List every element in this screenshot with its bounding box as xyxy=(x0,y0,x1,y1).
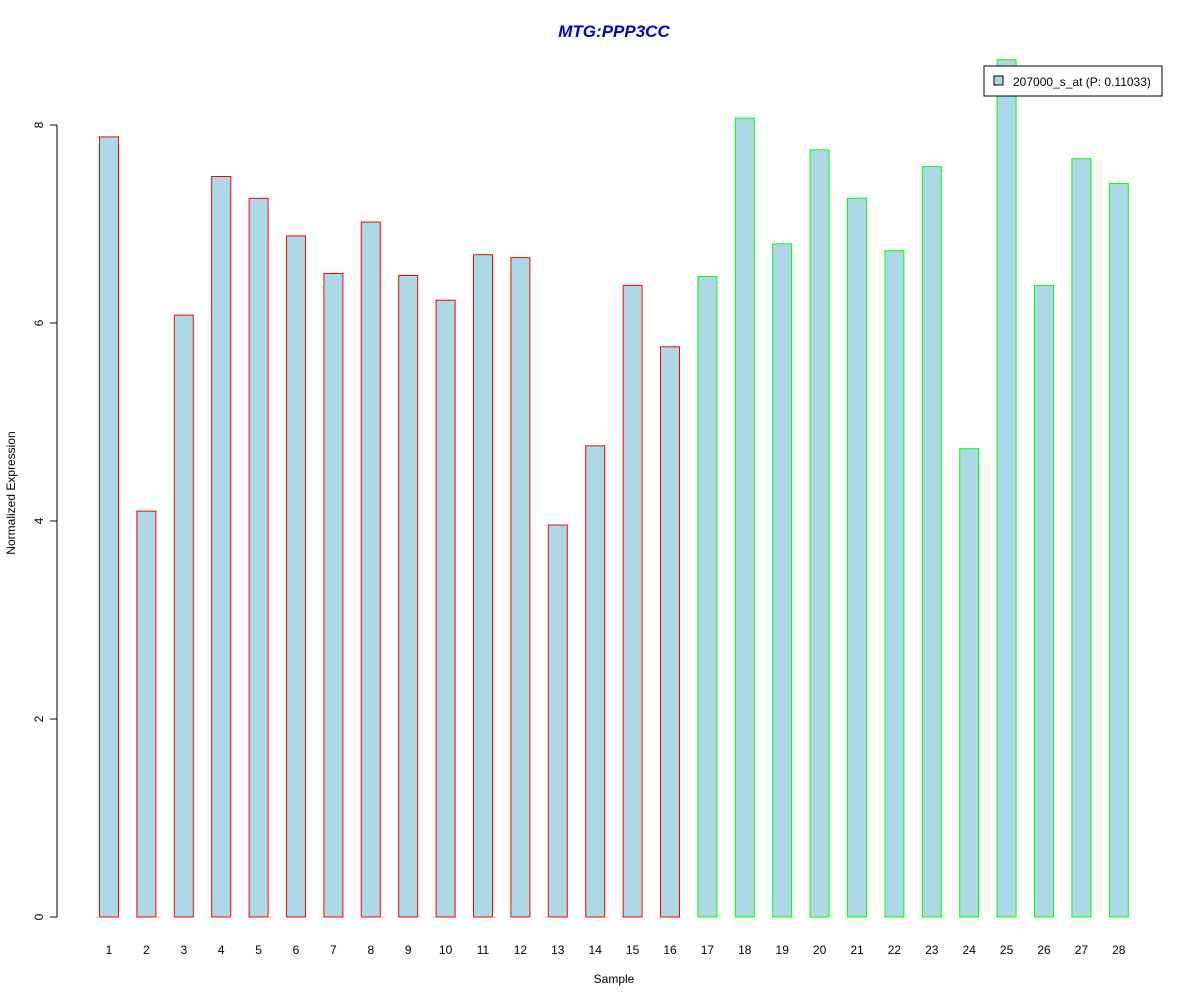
x-tick-label: 12 xyxy=(514,943,528,957)
bar xyxy=(622,284,643,918)
bar xyxy=(286,235,306,918)
x-tick-label: 17 xyxy=(701,943,715,957)
x-tick-label: 10 xyxy=(439,943,453,957)
legend-label: 207000_s_at (P: 0.11033) xyxy=(1013,75,1151,89)
y-tick-label: 4 xyxy=(32,517,46,524)
bar xyxy=(1034,284,1054,918)
bars-group xyxy=(99,59,1129,918)
x-tick-label: 9 xyxy=(405,943,412,957)
bar xyxy=(1108,182,1129,918)
y-axis: 0 2 4 6 8 xyxy=(32,121,58,920)
bar xyxy=(884,250,905,918)
bar xyxy=(585,445,606,918)
legend: 207000_s_at (P: 0.11033) xyxy=(983,65,1163,97)
x-tick-label: 7 xyxy=(330,943,337,957)
bar xyxy=(847,197,867,918)
bar xyxy=(248,197,269,918)
x-tick-label: 22 xyxy=(888,943,902,957)
x-tick-label: 20 xyxy=(813,943,827,957)
bar xyxy=(996,59,1017,918)
x-tick-label: 11 xyxy=(477,943,490,957)
x-tick-labels: 1 2 3 4 5 6 7 8 9 10 11 12 13 14 15 16 17 18 19 20 21 22 23 24 2… xyxy=(106,943,1126,957)
x-tick-label: 26 xyxy=(1037,943,1051,957)
x-tick-label: 1 xyxy=(106,943,113,957)
x-tick-label: 13 xyxy=(551,943,565,957)
chart-title: MTG:PPP3CC xyxy=(558,22,670,41)
x-tick-label: 4 xyxy=(218,943,225,957)
x-tick-label: 8 xyxy=(367,943,374,957)
bar xyxy=(473,254,493,918)
x-tick-label: 14 xyxy=(589,943,603,957)
x-tick-label: 2 xyxy=(143,943,150,957)
bar xyxy=(136,510,157,918)
legend-box xyxy=(983,65,1163,97)
bar xyxy=(510,257,531,918)
x-tick-label: 3 xyxy=(180,943,187,957)
x-tick-label: 19 xyxy=(776,943,790,957)
x-tick-label: 18 xyxy=(738,943,752,957)
bar xyxy=(697,276,718,918)
bar xyxy=(660,346,680,918)
bar xyxy=(173,314,194,918)
bar xyxy=(772,243,793,918)
bar xyxy=(360,221,381,918)
bar xyxy=(398,275,419,918)
bar xyxy=(809,149,830,918)
y-tick-label: 6 xyxy=(32,319,46,326)
x-tick-label: 28 xyxy=(1112,943,1126,957)
bar xyxy=(1071,158,1092,918)
y-tick-label: 0 xyxy=(32,913,46,920)
x-tick-label: 5 xyxy=(255,943,262,957)
y-tick-label: 8 xyxy=(32,121,46,128)
legend-swatch xyxy=(993,75,1004,86)
x-tick-label: 27 xyxy=(1075,943,1089,957)
x-tick-label: 23 xyxy=(925,943,939,957)
bar xyxy=(435,299,456,918)
bar xyxy=(959,448,980,918)
x-tick-label: 25 xyxy=(1000,943,1014,957)
x-tick-label: 6 xyxy=(293,943,300,957)
bar xyxy=(211,176,232,918)
bar xyxy=(547,524,568,918)
bar xyxy=(921,166,942,918)
bar xyxy=(323,273,344,918)
x-tick-label: 21 xyxy=(850,943,864,957)
bar xyxy=(734,117,755,918)
x-tick-label: 16 xyxy=(663,943,677,957)
x-tick-label: 15 xyxy=(626,943,640,957)
x-axis-label: Sample xyxy=(594,972,635,986)
y-axis-label: Normalized Expression xyxy=(4,431,18,554)
y-tick-label: 2 xyxy=(32,715,46,722)
bar xyxy=(99,136,119,918)
x-tick-label: 24 xyxy=(963,943,977,957)
